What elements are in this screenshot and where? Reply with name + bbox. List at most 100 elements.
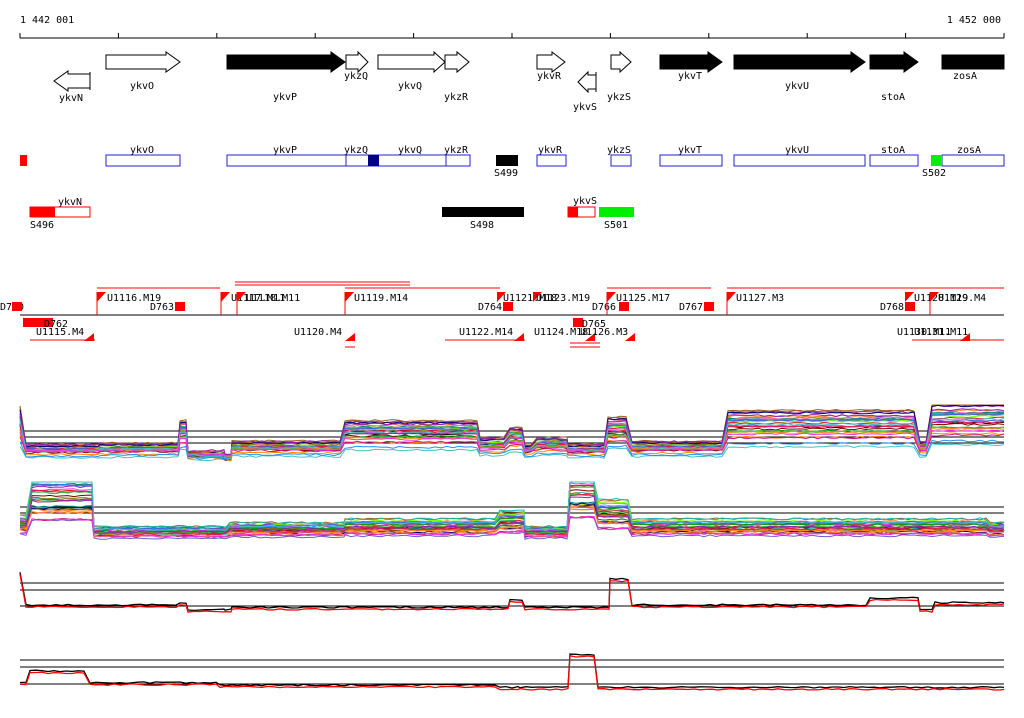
- downstream-box-D768[interactable]: [905, 302, 915, 311]
- transcript-box-ykzR[interactable]: [445, 154, 471, 167]
- upstream-flag-U1125[interactable]: [607, 292, 616, 302]
- upstream-label-U1115: U1115.M4: [36, 327, 84, 338]
- gene-label-stoA: stoA: [881, 92, 905, 103]
- upstream-flag-U1128[interactable]: [905, 292, 914, 302]
- upstream-flag-U1118[interactable]: [237, 292, 246, 302]
- segment-label-S502: S502: [922, 168, 946, 179]
- gene-arrow-stoA[interactable]: [869, 51, 919, 73]
- downstream-label-D763: D763: [150, 302, 174, 313]
- upstream-flag-U1116[interactable]: [97, 292, 106, 302]
- downstream-box-D766[interactable]: [619, 302, 629, 311]
- downstream-box-D760[interactable]: [12, 302, 22, 311]
- downstream-box-D762[interactable]: [23, 318, 53, 327]
- coordinate-start: 1 442 001: [20, 15, 74, 26]
- upstream-flag-U1120[interactable]: [345, 333, 355, 341]
- gene-arrow-ykvP[interactable]: [226, 51, 346, 73]
- transcript-label-stoA: stoA: [881, 145, 905, 156]
- segment-box-S498[interactable]: [442, 207, 524, 217]
- transcript-label-ykvQ: ykvQ: [398, 145, 422, 156]
- coordinate-end: 1 452 000: [947, 15, 1001, 26]
- transcript-label-ykzQ: ykzQ: [344, 145, 368, 156]
- downstream-box-D763[interactable]: [175, 302, 185, 311]
- downstream-label-D762: D762: [44, 319, 68, 330]
- transcript-box-ykvO[interactable]: [105, 154, 181, 167]
- transcript-box-ykzS[interactable]: [610, 154, 632, 167]
- gene-arrow-ykzQ[interactable]: [345, 50, 369, 74]
- upstream-label-U1125: U1125.M17: [616, 293, 670, 304]
- segment-box-S499[interactable]: [496, 155, 518, 166]
- transcript-box-ykvP[interactable]: [226, 154, 347, 167]
- gene-arrow-ykvR[interactable]: [536, 50, 566, 74]
- upstream-flag-U1121[interactable]: [497, 292, 506, 302]
- gene-arrow-ykvN[interactable]: [53, 70, 91, 92]
- upstream-flag-U1115[interactable]: [84, 333, 94, 341]
- expression-summary-reverse: [19, 653, 1005, 691]
- downstream-box-D767[interactable]: [704, 302, 714, 311]
- gene-label-zosA: zosA: [953, 71, 977, 82]
- segment-box-S501[interactable]: [599, 207, 634, 217]
- upstream-label-U1118: U1118.M11: [246, 293, 300, 304]
- gene-label-ykvT: ykvT: [678, 71, 702, 82]
- segment-label-S498: S498: [470, 220, 494, 231]
- segment-red-left[interactable]: [20, 155, 27, 166]
- upstream-label-U1121: U1121.M18: [503, 293, 557, 304]
- gene-label-ykvN: ykvN: [59, 93, 83, 104]
- segment-label-S501: S501: [604, 220, 628, 231]
- transcript-label-zosA: zosA: [957, 145, 981, 156]
- upstream-label-U1116: U1116.M19: [107, 293, 161, 304]
- transcript-label-ykzR: ykzR: [444, 145, 469, 156]
- upstream-flag-U1127[interactable]: [727, 292, 736, 302]
- transcript-box-ykvU[interactable]: [733, 154, 866, 167]
- gene-arrow-ykvS[interactable]: [577, 70, 597, 94]
- transcript-label-ykvO: ykvO: [130, 145, 154, 156]
- upstream-flag-U1124[interactable]: [585, 333, 595, 341]
- downstream-label-D766: D766: [592, 302, 616, 313]
- gene-arrow-ykzR[interactable]: [444, 50, 470, 74]
- upstream-flag-U1129[interactable]: [930, 292, 939, 302]
- gene-arrow-ykzS[interactable]: [610, 50, 632, 74]
- segment-box-S502[interactable]: [931, 155, 941, 166]
- gene-annotation-track: ykvO ykvP ykzQ ykvQ ykzR ykvR ykzS ykvT …: [53, 50, 1005, 113]
- upstream-flag-U1126[interactable]: [625, 333, 635, 341]
- gene-label-ykzS: ykzS: [607, 92, 631, 103]
- upstream-label-U1123: U1123.M19: [536, 293, 590, 304]
- gene-arrow-ykvU[interactable]: [733, 51, 866, 73]
- downstream-label-D764: D764: [478, 302, 502, 313]
- segment-label-S496: S496: [30, 220, 54, 231]
- downstream-box-D765[interactable]: [573, 318, 583, 327]
- gene-label-ykvU: ykvU: [785, 81, 809, 92]
- upstream-label-U1129: U1129.M4: [938, 293, 986, 304]
- upstream-flag-U1131[interactable]: [960, 333, 970, 341]
- downstream-box-D764[interactable]: [503, 302, 513, 311]
- gene-arrow-ykvQ[interactable]: [377, 50, 446, 74]
- upstream-flag-U1117[interactable]: [221, 292, 230, 302]
- promoter-terminator-track: D760 D762 U1115.M4 U1116.M19 D763 U1117.…: [0, 281, 1004, 348]
- transcript-box-zosA[interactable]: [941, 154, 1005, 167]
- upstream-flag-U1123[interactable]: [533, 292, 542, 302]
- transcript-label-ykvN: ykvN: [58, 197, 82, 208]
- downstream-label-D765: D765: [582, 319, 606, 330]
- transcript-box-ykzQ[interactable]: [345, 154, 447, 167]
- upstream-flag-U1119[interactable]: [345, 292, 354, 302]
- expression-track-reverse: [19, 481, 1005, 540]
- upstream-label-U1120: U1120.M4: [294, 327, 342, 338]
- gene-arrow-ykvO[interactable]: [105, 51, 181, 73]
- segment-box-S496[interactable]: [30, 207, 55, 217]
- transcript-box-ykvT[interactable]: [659, 154, 723, 167]
- gene-label-ykvO: ykvO: [130, 81, 154, 92]
- transcript-track: ykvO ykvP ykzQ ykvQ ykzR S499 ykvR ykzS …: [20, 145, 1005, 231]
- transcript-label-ykvP: ykvP: [273, 145, 297, 156]
- transcript-box-ykvS-fill[interactable]: [568, 207, 578, 217]
- upstream-flag-U1122[interactable]: [514, 333, 524, 341]
- gene-arrow-zosA[interactable]: [941, 54, 1005, 70]
- upstream-label-U1131: U1131.M11: [914, 327, 968, 338]
- transcript-marker-navy[interactable]: [368, 155, 379, 166]
- transcript-box-ykvR[interactable]: [536, 154, 567, 167]
- upstream-label-U1122: U1122.M14: [459, 327, 513, 338]
- downstream-label-D768: D768: [880, 302, 904, 313]
- transcript-box-stoA[interactable]: [869, 154, 919, 167]
- transcript-label-ykvS: ykvS: [573, 196, 597, 207]
- gene-label-ykvS: ykvS: [573, 102, 597, 113]
- gene-arrow-ykvT[interactable]: [659, 51, 723, 73]
